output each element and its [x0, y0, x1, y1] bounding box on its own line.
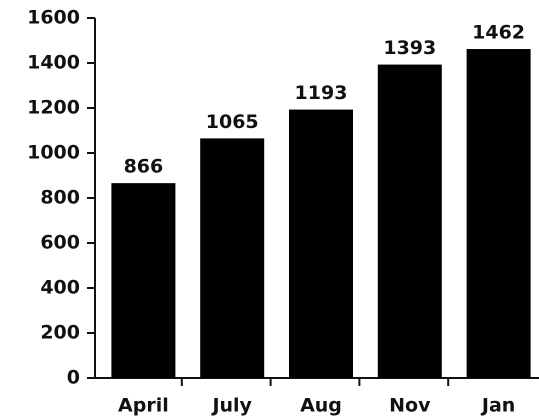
y-tick-label: 600: [40, 232, 80, 254]
y-tick-label: 1200: [27, 97, 80, 119]
data-label: 1193: [295, 82, 348, 104]
y-tick-label: 1000: [27, 142, 80, 164]
bar: [200, 138, 265, 378]
bar: [289, 109, 353, 378]
y-tick-label: 200: [40, 322, 80, 344]
x-tick-label: July: [210, 395, 252, 417]
data-label: 1065: [206, 111, 259, 133]
bar: [377, 64, 442, 378]
bar: [111, 183, 176, 378]
x-tick-label: April: [118, 395, 169, 417]
bar: [466, 49, 531, 379]
x-tick-label: Nov: [389, 395, 431, 417]
y-tick-label: 400: [40, 277, 80, 299]
data-label: 866: [124, 156, 164, 178]
x-tick-label: Aug: [300, 395, 342, 417]
data-label: 1393: [383, 37, 436, 59]
y-tick-label: 1400: [27, 52, 80, 74]
x-tick-label: Jan: [480, 395, 515, 417]
y-tick-label: 1600: [27, 7, 80, 29]
y-tick-label: 0: [67, 367, 80, 389]
y-tick-label: 800: [40, 187, 80, 209]
data-label: 1462: [472, 22, 525, 44]
